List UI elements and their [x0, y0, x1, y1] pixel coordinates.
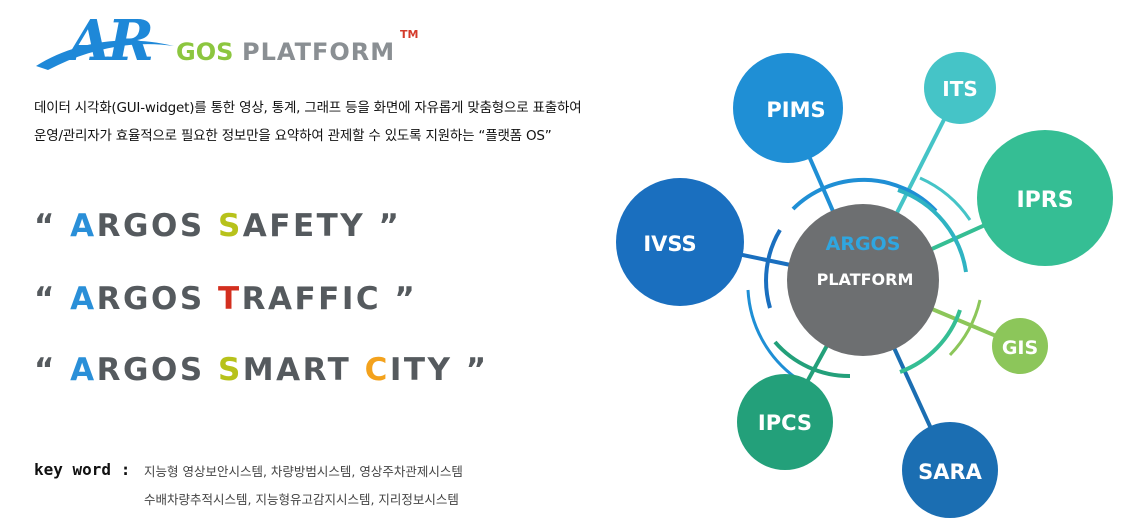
- node-its-label: ITS: [942, 77, 978, 101]
- hub-ring-arc: [948, 299, 982, 357]
- hub-ring-arc: [919, 176, 972, 221]
- logo-swoosh-shape: [36, 40, 174, 70]
- slogan-close-quote: ”: [452, 352, 489, 388]
- slogan-open-quote: “: [34, 281, 71, 317]
- keyword-label: key word :: [34, 460, 131, 479]
- node-ivss: [616, 178, 744, 306]
- slogan-initial-a: A: [70, 352, 97, 388]
- slogan-initial-c: C: [364, 352, 390, 388]
- logo-brand-gos: GOS: [176, 38, 233, 66]
- slogan-initial-t: T: [217, 281, 242, 317]
- slogan-rest: MART: [242, 352, 365, 388]
- node-ipcs: [737, 374, 833, 470]
- platform-diagram: ARGOS PLATFORM PIMS ITS IPRS IVSS GIS IP…: [616, 52, 1113, 518]
- slogan-open-quote: “: [34, 208, 71, 244]
- hub-ring-arc: [764, 228, 782, 309]
- node-gis-label: GIS: [1002, 337, 1038, 359]
- keyword-line-2: 수배차량추적시스템, 지능형유고감지시스템, 지리정보시스템: [144, 492, 459, 507]
- node-iprs: [977, 130, 1113, 266]
- slogan-rest: RAFFIC: [241, 281, 382, 317]
- logo-trademark: TM: [400, 28, 418, 41]
- hub-ring-arc: [897, 188, 968, 273]
- slogan-close-quote: ”: [365, 208, 402, 244]
- slogan-rest: AFETY: [242, 208, 366, 244]
- node-pims: [733, 53, 843, 163]
- description-line-2: 운영/관리자가 효율적으로 필요한 정보만을 요약하여 관제할 수 있도록 지원…: [34, 128, 552, 144]
- node-sara: [902, 422, 998, 518]
- node-iprs-label: IPRS: [1016, 188, 1073, 213]
- argos-platform-logo: AR GOS PLATFORM TM: [36, 8, 418, 74]
- hub-ring-arc: [791, 177, 938, 213]
- hub-ring-arc: [746, 289, 797, 380]
- slogan-initial-s: S: [217, 352, 243, 388]
- node-ipcs-label: IPCS: [758, 411, 812, 435]
- slogan-initial-a: A: [70, 281, 97, 317]
- hub-ring-arc: [773, 340, 851, 379]
- keyword-line-1: 지능형 영상보안시스템, 차량방범시스템, 영상주차관제시스템: [144, 464, 463, 479]
- slogan-close-quote: ”: [381, 281, 418, 317]
- hub-label-platform: PLATFORM: [817, 270, 914, 289]
- hub-ring-arc: [899, 309, 962, 374]
- slogan-mid: RGOS: [96, 208, 218, 244]
- hub-rings: [746, 176, 982, 380]
- hub-circle: [787, 204, 939, 356]
- description-line-1: 데이터 시각화(GUI-widget)를 통한 영상, 통계, 그래프 등을 화…: [34, 100, 582, 116]
- logo-brand-platform: PLATFORM: [242, 38, 395, 66]
- slogan-rest-2: ITY: [389, 352, 453, 388]
- logo-mark: AR: [63, 8, 151, 74]
- slogan-mid: RGOS: [96, 352, 218, 388]
- slogan-open-quote: “: [34, 352, 71, 388]
- slogan-argos-safety: “ ARGOS SAFETY ”: [34, 208, 401, 244]
- slogan-argos-smart-city: “ ARGOS SMART CITY ”: [34, 352, 489, 388]
- node-gis: [992, 318, 1048, 374]
- hub-label-argos: ARGOS: [826, 233, 901, 255]
- slogan-mid: RGOS: [96, 281, 218, 317]
- node-ivss-label: IVSS: [643, 232, 696, 256]
- node-its: [924, 52, 996, 124]
- slogan-argos-traffic: “ ARGOS TRAFFIC ”: [34, 281, 417, 317]
- node-sara-label: SARA: [918, 460, 983, 484]
- node-pims-label: PIMS: [766, 98, 825, 122]
- slogan-initial-a: A: [70, 208, 97, 244]
- slogan-initial-s: S: [217, 208, 243, 244]
